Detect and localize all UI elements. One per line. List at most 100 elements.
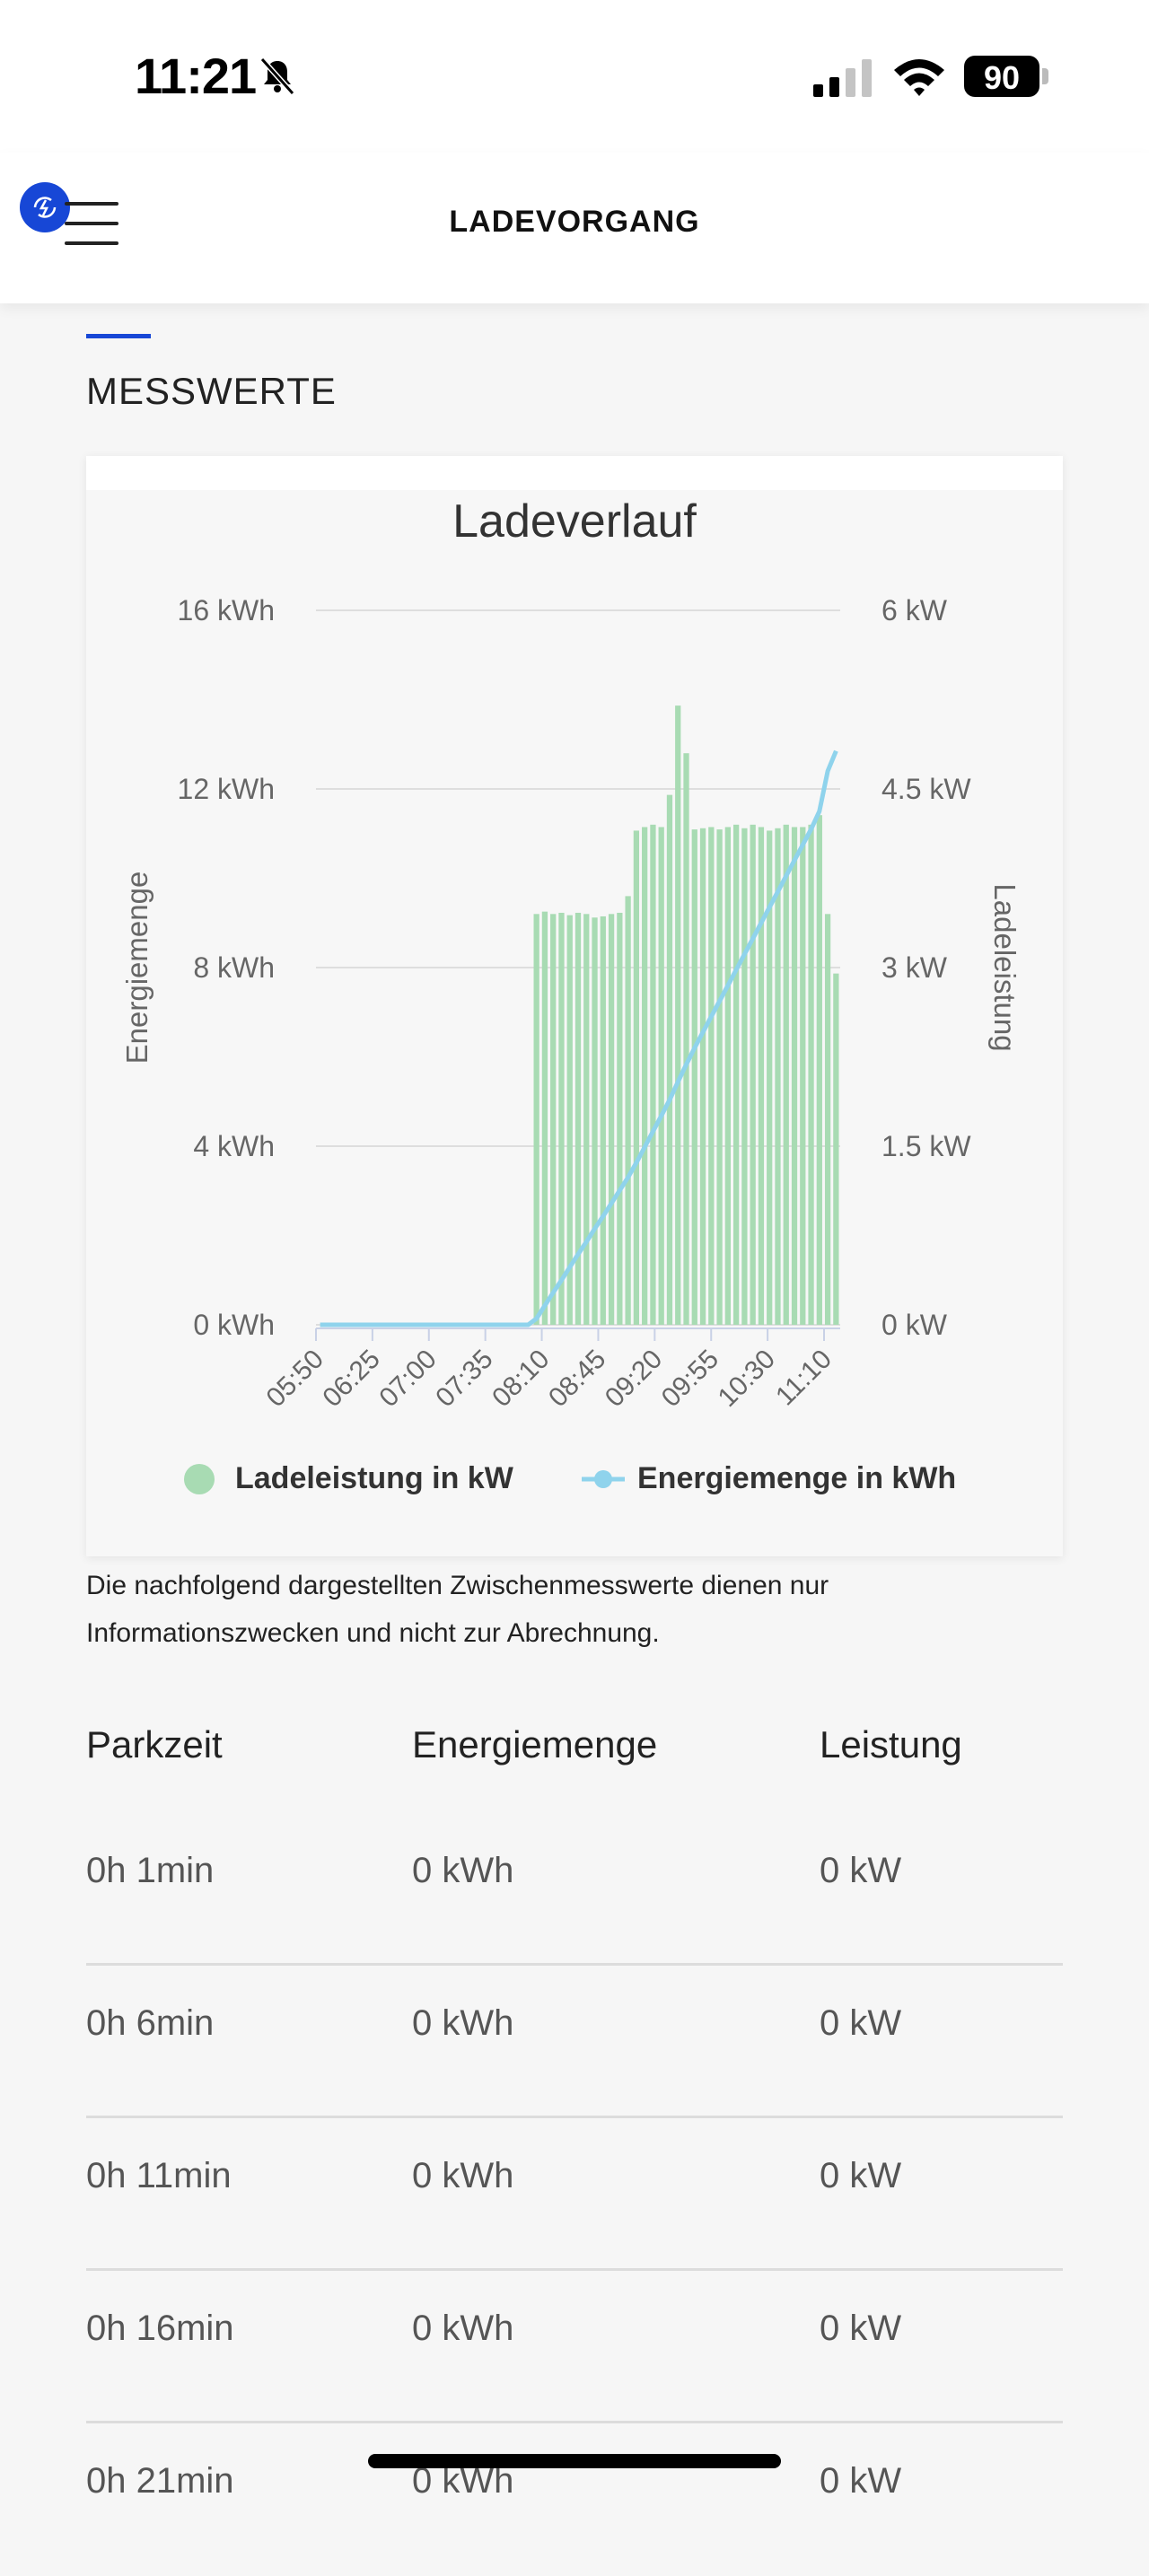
bar <box>691 829 697 1325</box>
bar <box>574 912 582 1325</box>
app-header: LADEVORGANG <box>0 153 1149 303</box>
y-right-axis-label: Ladeleistung <box>988 883 1022 1051</box>
cell-parkzeit: 0h 16min <box>86 2309 234 2348</box>
status-time: 11:21 <box>135 48 257 104</box>
bar <box>658 827 664 1325</box>
y-right-tick-label: 4.5 kW <box>881 773 971 805</box>
legend-swatch-ladeleistung <box>184 1464 215 1494</box>
table-header-energiemenge: Energiemenge <box>412 1723 658 1766</box>
bar <box>633 830 640 1325</box>
bar <box>558 912 565 1325</box>
y-right-tick-label: 0 kW <box>881 1309 948 1341</box>
card-top-strip <box>86 456 1063 490</box>
bar <box>816 815 822 1325</box>
section-title: MESSWERTE <box>86 370 337 412</box>
charging-plug-icon <box>33 197 57 218</box>
info-text: Die nachfolgend dargestellten Zwischenme… <box>86 1571 829 1648</box>
bar <box>791 827 798 1325</box>
table-header-leistung: Leistung <box>820 1723 962 1766</box>
row-divider <box>86 1963 1063 1966</box>
x-tick-label: 09:55 <box>656 1345 724 1413</box>
y-left-tick-label: 12 kWh <box>178 773 275 805</box>
y-right-tick-label: 1.5 kW <box>881 1130 971 1162</box>
battery-level: 90 <box>983 59 1021 96</box>
x-tick-label: 09:20 <box>600 1345 668 1413</box>
bar <box>642 827 648 1325</box>
energy-series-line <box>320 749 838 1327</box>
home-indicator <box>368 2454 781 2468</box>
cell-energiemenge: 0 kWh <box>412 1851 514 1890</box>
y-left-axis-label: Energiemenge <box>120 872 153 1065</box>
bar <box>666 794 673 1325</box>
bar <box>592 917 598 1325</box>
bar <box>724 827 731 1325</box>
bar <box>758 827 765 1325</box>
x-tick-label: 08:45 <box>543 1345 611 1413</box>
y-left-tick-label: 8 kWh <box>193 951 275 984</box>
bar <box>708 827 715 1325</box>
bar <box>783 824 789 1325</box>
chart-title: Ladeverlauf <box>452 495 697 548</box>
cell-parkzeit: 0h 11min <box>86 2156 232 2195</box>
cell-parkzeit: 0h 21min <box>86 2461 234 2501</box>
status-bar: 11:21 90 <box>0 0 1149 153</box>
bell-muted-icon <box>259 57 295 96</box>
cell-leistung: 0 kW <box>820 2003 902 2043</box>
cell-parkzeit: 0h 1min <box>86 1851 215 1890</box>
bar <box>541 911 548 1325</box>
cell-parkzeit: 0h 6min <box>86 2003 215 2043</box>
chart-card: Ladeverlauf 16 kWh 12 kWh 8 kWh 4 kWh 0 kWh 6 … <box>86 456 1063 1556</box>
x-tick-label: 07:35 <box>430 1345 498 1413</box>
x-tick-label: 11:10 <box>770 1345 838 1412</box>
bar <box>675 705 681 1325</box>
x-tick-label: 07:00 <box>373 1345 442 1413</box>
wifi-icon <box>894 59 944 96</box>
cell-energiemenge: 0 kWh <box>412 2156 514 2195</box>
legend-swatch-dot-energiemenge <box>594 1470 612 1488</box>
cell-energiemenge: 0 kWh <box>412 2309 514 2348</box>
page-title: LADEVORGANG <box>449 205 700 239</box>
legend-label-energiemenge: Energiemenge in kWh <box>637 1461 956 1495</box>
bar <box>650 824 656 1325</box>
bar <box>566 915 573 1325</box>
legend-label-ladeleistung: Ladeleistung in kW <box>235 1461 514 1495</box>
y-right-tick-label: 3 kW <box>881 951 948 984</box>
menu-icon[interactable] <box>65 202 118 245</box>
table-row: 0h 16min 0 kWh 0 kW <box>86 2271 1063 2423</box>
table-row: 0h 11min 0 kWh 0 kW <box>86 2118 1063 2271</box>
x-tick-label: 10:30 <box>713 1345 781 1413</box>
bar <box>617 912 623 1325</box>
cell-leistung: 0 kW <box>820 2309 902 2348</box>
cell-leistung: 0 kW <box>820 2156 902 2195</box>
cell-leistung: 0 kW <box>820 2461 902 2501</box>
row-divider <box>86 2116 1063 2118</box>
y-left-tick-label: 4 kWh <box>193 1130 275 1162</box>
bar <box>625 896 631 1325</box>
cell-energiemenge: 0 kWh <box>412 2003 514 2043</box>
table-header-parkzeit: Parkzeit <box>86 1723 223 1766</box>
bar <box>800 827 806 1325</box>
bar <box>608 914 615 1325</box>
bar <box>808 824 814 1325</box>
bar <box>833 973 839 1325</box>
bar <box>600 916 606 1325</box>
table-row: 0h 6min 0 kWh 0 kW <box>86 1966 1063 2118</box>
section-accent-line <box>86 334 151 338</box>
y-left-tick-label: 0 kWh <box>193 1309 275 1341</box>
row-divider <box>86 2421 1063 2423</box>
charging-badge-button[interactable] <box>20 182 70 232</box>
y-right-tick-label: 6 kW <box>881 594 948 626</box>
table-row: 0h 1min 0 kWh 0 kW <box>86 1813 1063 1966</box>
bar <box>824 914 831 1325</box>
bar <box>550 914 557 1325</box>
table-row: 0h 21min 0 kWh 0 kW <box>86 2423 1063 2576</box>
x-tick-label: 06:25 <box>317 1345 385 1413</box>
bar <box>775 828 781 1325</box>
battery-indicator: 90 <box>964 56 1050 99</box>
x-tick-label: 08:10 <box>487 1345 555 1413</box>
x-tick-label: 05:50 <box>261 1345 329 1413</box>
cell-leistung: 0 kW <box>820 1851 902 1890</box>
bar <box>683 753 689 1325</box>
bar <box>750 824 756 1325</box>
bar <box>741 828 748 1325</box>
